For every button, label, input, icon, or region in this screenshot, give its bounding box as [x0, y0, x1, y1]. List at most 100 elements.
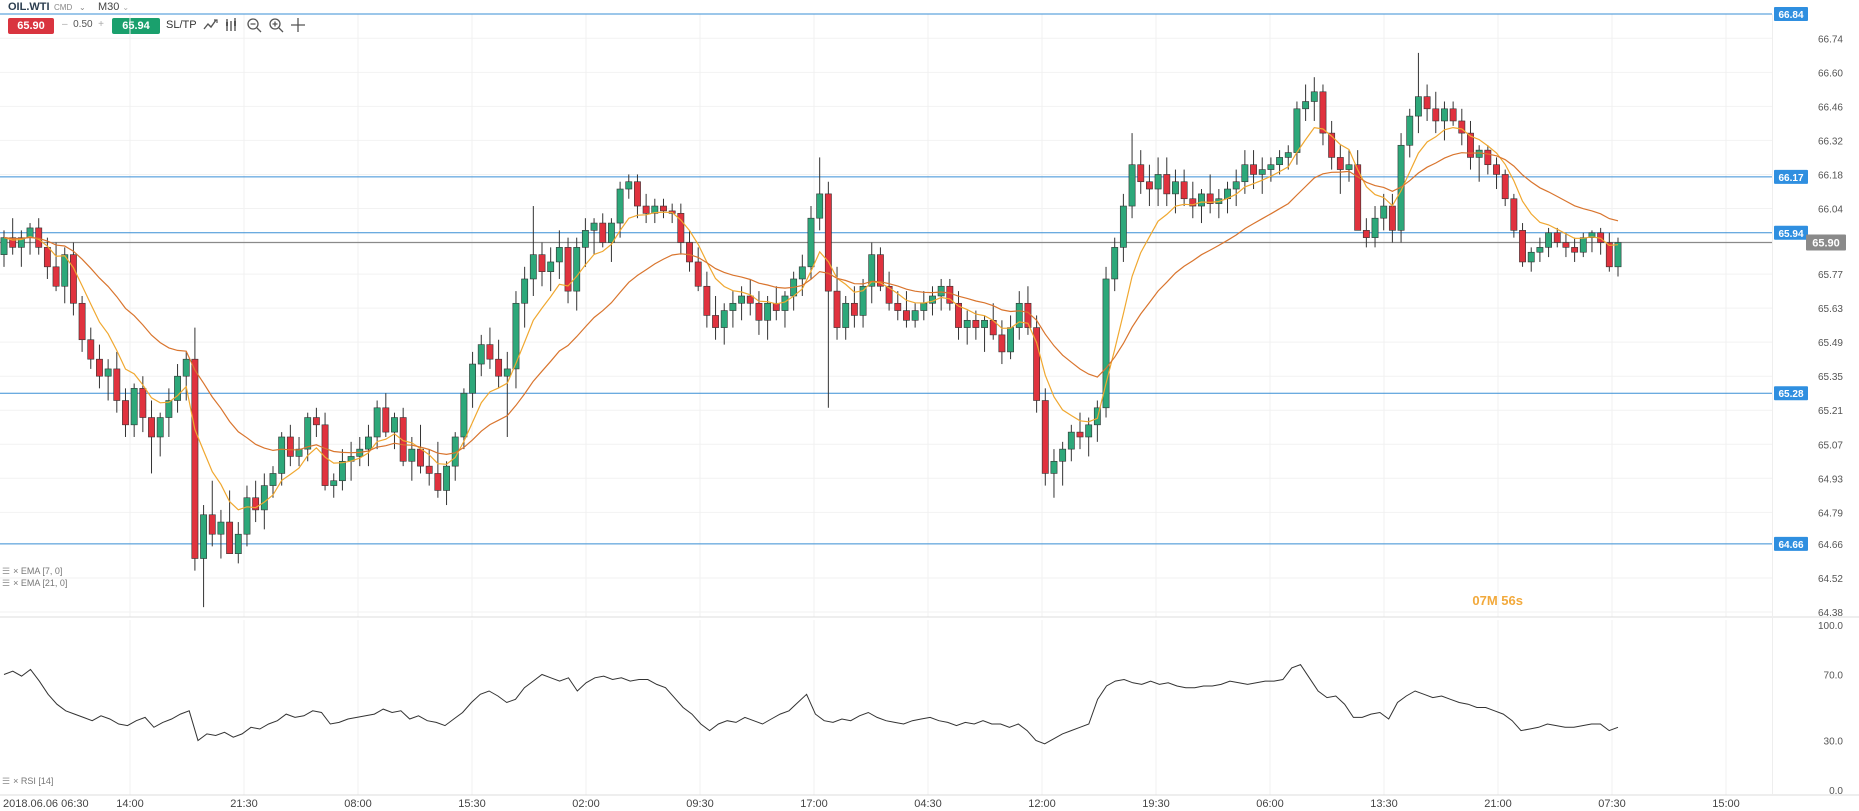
candle-body	[539, 255, 545, 272]
candle-body	[1233, 182, 1239, 189]
time-tick-label: 2018.06.06 06:30	[3, 798, 89, 810]
candle-body	[591, 223, 597, 230]
candle-body	[834, 291, 840, 327]
price-line-label: 66.84	[1778, 10, 1803, 21]
close-icon[interactable]: ×	[13, 776, 18, 786]
rsi-label: RSI [14]	[21, 776, 54, 786]
candle-body	[1545, 233, 1551, 248]
drag-handle-icon[interactable]: ☰	[2, 776, 10, 786]
candle-body	[209, 515, 215, 534]
price-axis: 66.7466.6066.4666.3266.1866.0465.9065.77…	[1818, 34, 1843, 619]
time-tick-label: 02:00	[572, 798, 600, 810]
time-tick-label: 06:00	[1256, 798, 1284, 810]
candle-body	[1493, 165, 1499, 175]
candle-body	[339, 461, 345, 480]
time-axis: 2018.06.06 06:30 14:00 21:30 08:00 15:30 02:0…	[3, 798, 1740, 810]
candle-body	[817, 194, 823, 218]
price-tick-label: 64.79	[1818, 508, 1843, 519]
rsi-line	[4, 665, 1618, 744]
candle-body	[1502, 174, 1508, 198]
candle-body	[183, 359, 189, 376]
candle-body	[1268, 165, 1274, 170]
candle-body	[495, 359, 501, 376]
candle-body	[1519, 230, 1525, 262]
candle-body	[469, 364, 475, 393]
candle-body	[461, 393, 467, 437]
price-line-label: 66.17	[1778, 173, 1803, 184]
candle-body	[565, 247, 571, 291]
close-icon[interactable]: ×	[13, 566, 18, 576]
candle-body	[1120, 206, 1126, 247]
candle-body	[426, 466, 432, 473]
price-tick-label: 64.52	[1818, 574, 1843, 585]
time-tick-label: 07:30	[1598, 798, 1626, 810]
candle-body	[843, 303, 849, 327]
price-tick-label: 65.35	[1818, 372, 1843, 383]
candle-body	[417, 449, 423, 466]
candle-body	[938, 286, 944, 296]
candle-body	[192, 359, 198, 558]
candle-body	[305, 418, 311, 450]
candle-body	[1259, 170, 1265, 175]
time-tick-label: 15:30	[458, 798, 486, 810]
close-icon[interactable]: ×	[13, 578, 18, 588]
candle-body	[973, 320, 979, 327]
price-tick-label: 66.74	[1818, 34, 1843, 45]
candle-body	[1164, 174, 1170, 193]
ema-fast-label: EMA [7, 0]	[21, 566, 63, 576]
candle-body	[122, 401, 128, 425]
candle-body	[131, 388, 137, 424]
candle-body	[1311, 92, 1317, 102]
candle-body	[1086, 425, 1092, 437]
candle-body	[964, 320, 970, 327]
candle-body	[626, 182, 632, 189]
candle-body	[1485, 150, 1491, 165]
drag-handle-icon[interactable]: ☰	[2, 578, 10, 588]
candle-body	[1302, 102, 1308, 109]
candle-body	[1407, 116, 1413, 145]
price-tick-label: 66.32	[1818, 136, 1843, 147]
candle-body	[235, 534, 241, 553]
candle-body	[1146, 182, 1152, 189]
candle-body	[600, 223, 606, 242]
price-line-label: 65.94	[1778, 229, 1803, 240]
candle-body	[1285, 153, 1291, 158]
candle-body	[1554, 233, 1560, 243]
candle-body	[522, 279, 528, 303]
ema-fast-legend[interactable]: ☰ × EMA [7, 0]	[2, 566, 62, 577]
candle-body	[1068, 432, 1074, 449]
candle-body	[1250, 165, 1256, 175]
price-line-label: 64.66	[1778, 540, 1803, 551]
rsi-legend[interactable]: ☰ × RSI [14]	[2, 776, 53, 787]
time-tick-label: 08:00	[344, 798, 372, 810]
candle-body	[1528, 252, 1534, 262]
candle-body	[1155, 174, 1161, 189]
candle-body	[981, 320, 987, 327]
candle-body	[270, 473, 276, 485]
price-tick-label: 66.60	[1818, 68, 1843, 79]
ema-slow-legend[interactable]: ☰ × EMA [21, 0]	[2, 578, 67, 589]
candle-body	[313, 418, 319, 425]
candle-body	[1138, 165, 1144, 182]
price-tick-label: 64.93	[1818, 474, 1843, 485]
candle-body	[782, 296, 788, 311]
ema-fast-line	[4, 128, 1618, 510]
candle-body	[1198, 194, 1204, 206]
candle-body	[695, 262, 701, 286]
candle-body	[1181, 182, 1187, 199]
candle-body	[1346, 165, 1352, 170]
time-tick-label: 19:30	[1142, 798, 1170, 810]
candle-body	[1129, 165, 1135, 206]
candle-body	[383, 408, 389, 432]
candle-body	[331, 481, 337, 486]
time-tick-label: 13:30	[1370, 798, 1398, 810]
candle-body	[1320, 92, 1326, 133]
candle-body	[1389, 206, 1395, 230]
candle-body	[53, 267, 59, 286]
drag-handle-icon[interactable]: ☰	[2, 566, 10, 576]
time-tick-label: 04:30	[914, 798, 942, 810]
candle-body	[1042, 401, 1048, 474]
price-tick-label: 65.49	[1818, 338, 1843, 349]
candle-body	[799, 267, 805, 279]
